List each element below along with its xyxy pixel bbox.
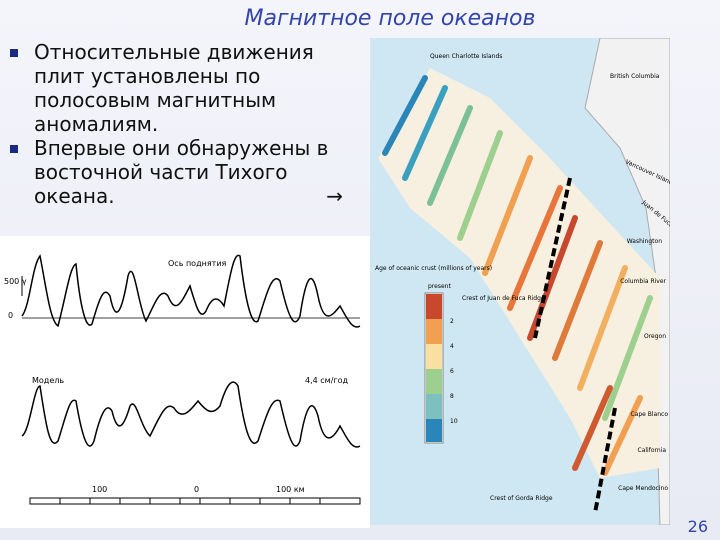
slide-title: Магнитное поле океанов — [244, 6, 536, 31]
legend-label: 10 — [450, 418, 458, 425]
legend-title: Age of oceanic crust (millions of years) — [375, 265, 492, 272]
bullet: Относительные движения плит установлены … — [8, 40, 353, 136]
bullet-list: Относительные движения плит установлены … — [8, 40, 353, 208]
place: Cape Blanco — [630, 411, 668, 418]
place: Cape Mendocino — [618, 485, 668, 492]
label: 4,4 см/год — [305, 376, 348, 385]
label: 100 км — [276, 485, 305, 494]
legend-label: 4 — [450, 343, 454, 350]
ridge-axis — [533, 177, 617, 514]
arrow: → — [326, 184, 343, 208]
place: Oregon — [644, 333, 666, 340]
place: Queen Charlotte Islands — [430, 53, 502, 60]
label: 0 — [194, 485, 199, 494]
place: Washington — [627, 238, 662, 245]
label: 500 γ — [4, 277, 27, 286]
legend-label: 2 — [450, 318, 454, 325]
block-edges — [59, 498, 321, 504]
legend-label: 8 — [450, 393, 454, 400]
ocean-map: Age of oceanic crust (millions of years)… — [370, 38, 670, 525]
place: British Columbia — [610, 73, 660, 80]
magnetic-profiles: 500 γ 0 Ось поднятия Модель 4,4 см/год 1… — [0, 236, 370, 528]
observed-profile — [21, 254, 361, 328]
bullet: Впервые они обнаружены в восточной части… — [8, 136, 353, 208]
block-model — [29, 497, 361, 505]
place: California — [638, 447, 667, 454]
anomaly-stripes — [382, 75, 653, 476]
label: 100 — [92, 485, 107, 494]
stripe-band — [378, 68, 660, 478]
legend-colors — [426, 294, 442, 442]
panel — [0, 236, 370, 528]
label: 0 — [8, 311, 13, 320]
label: Модель — [32, 376, 64, 385]
legend-label: present — [428, 283, 451, 290]
ridge-label: Crest of Gorda Ridge — [490, 495, 553, 502]
page-number: 26 — [687, 517, 708, 536]
model-profile — [21, 381, 361, 448]
place: Columbia River — [620, 278, 666, 285]
bullet-text: Впервые они обнаружены в восточной части… — [34, 136, 329, 208]
ridge-label: Crest of Juan de Fuca Ridge — [462, 295, 545, 302]
legend-label: 6 — [450, 368, 454, 375]
label: Ось поднятия — [168, 259, 227, 268]
